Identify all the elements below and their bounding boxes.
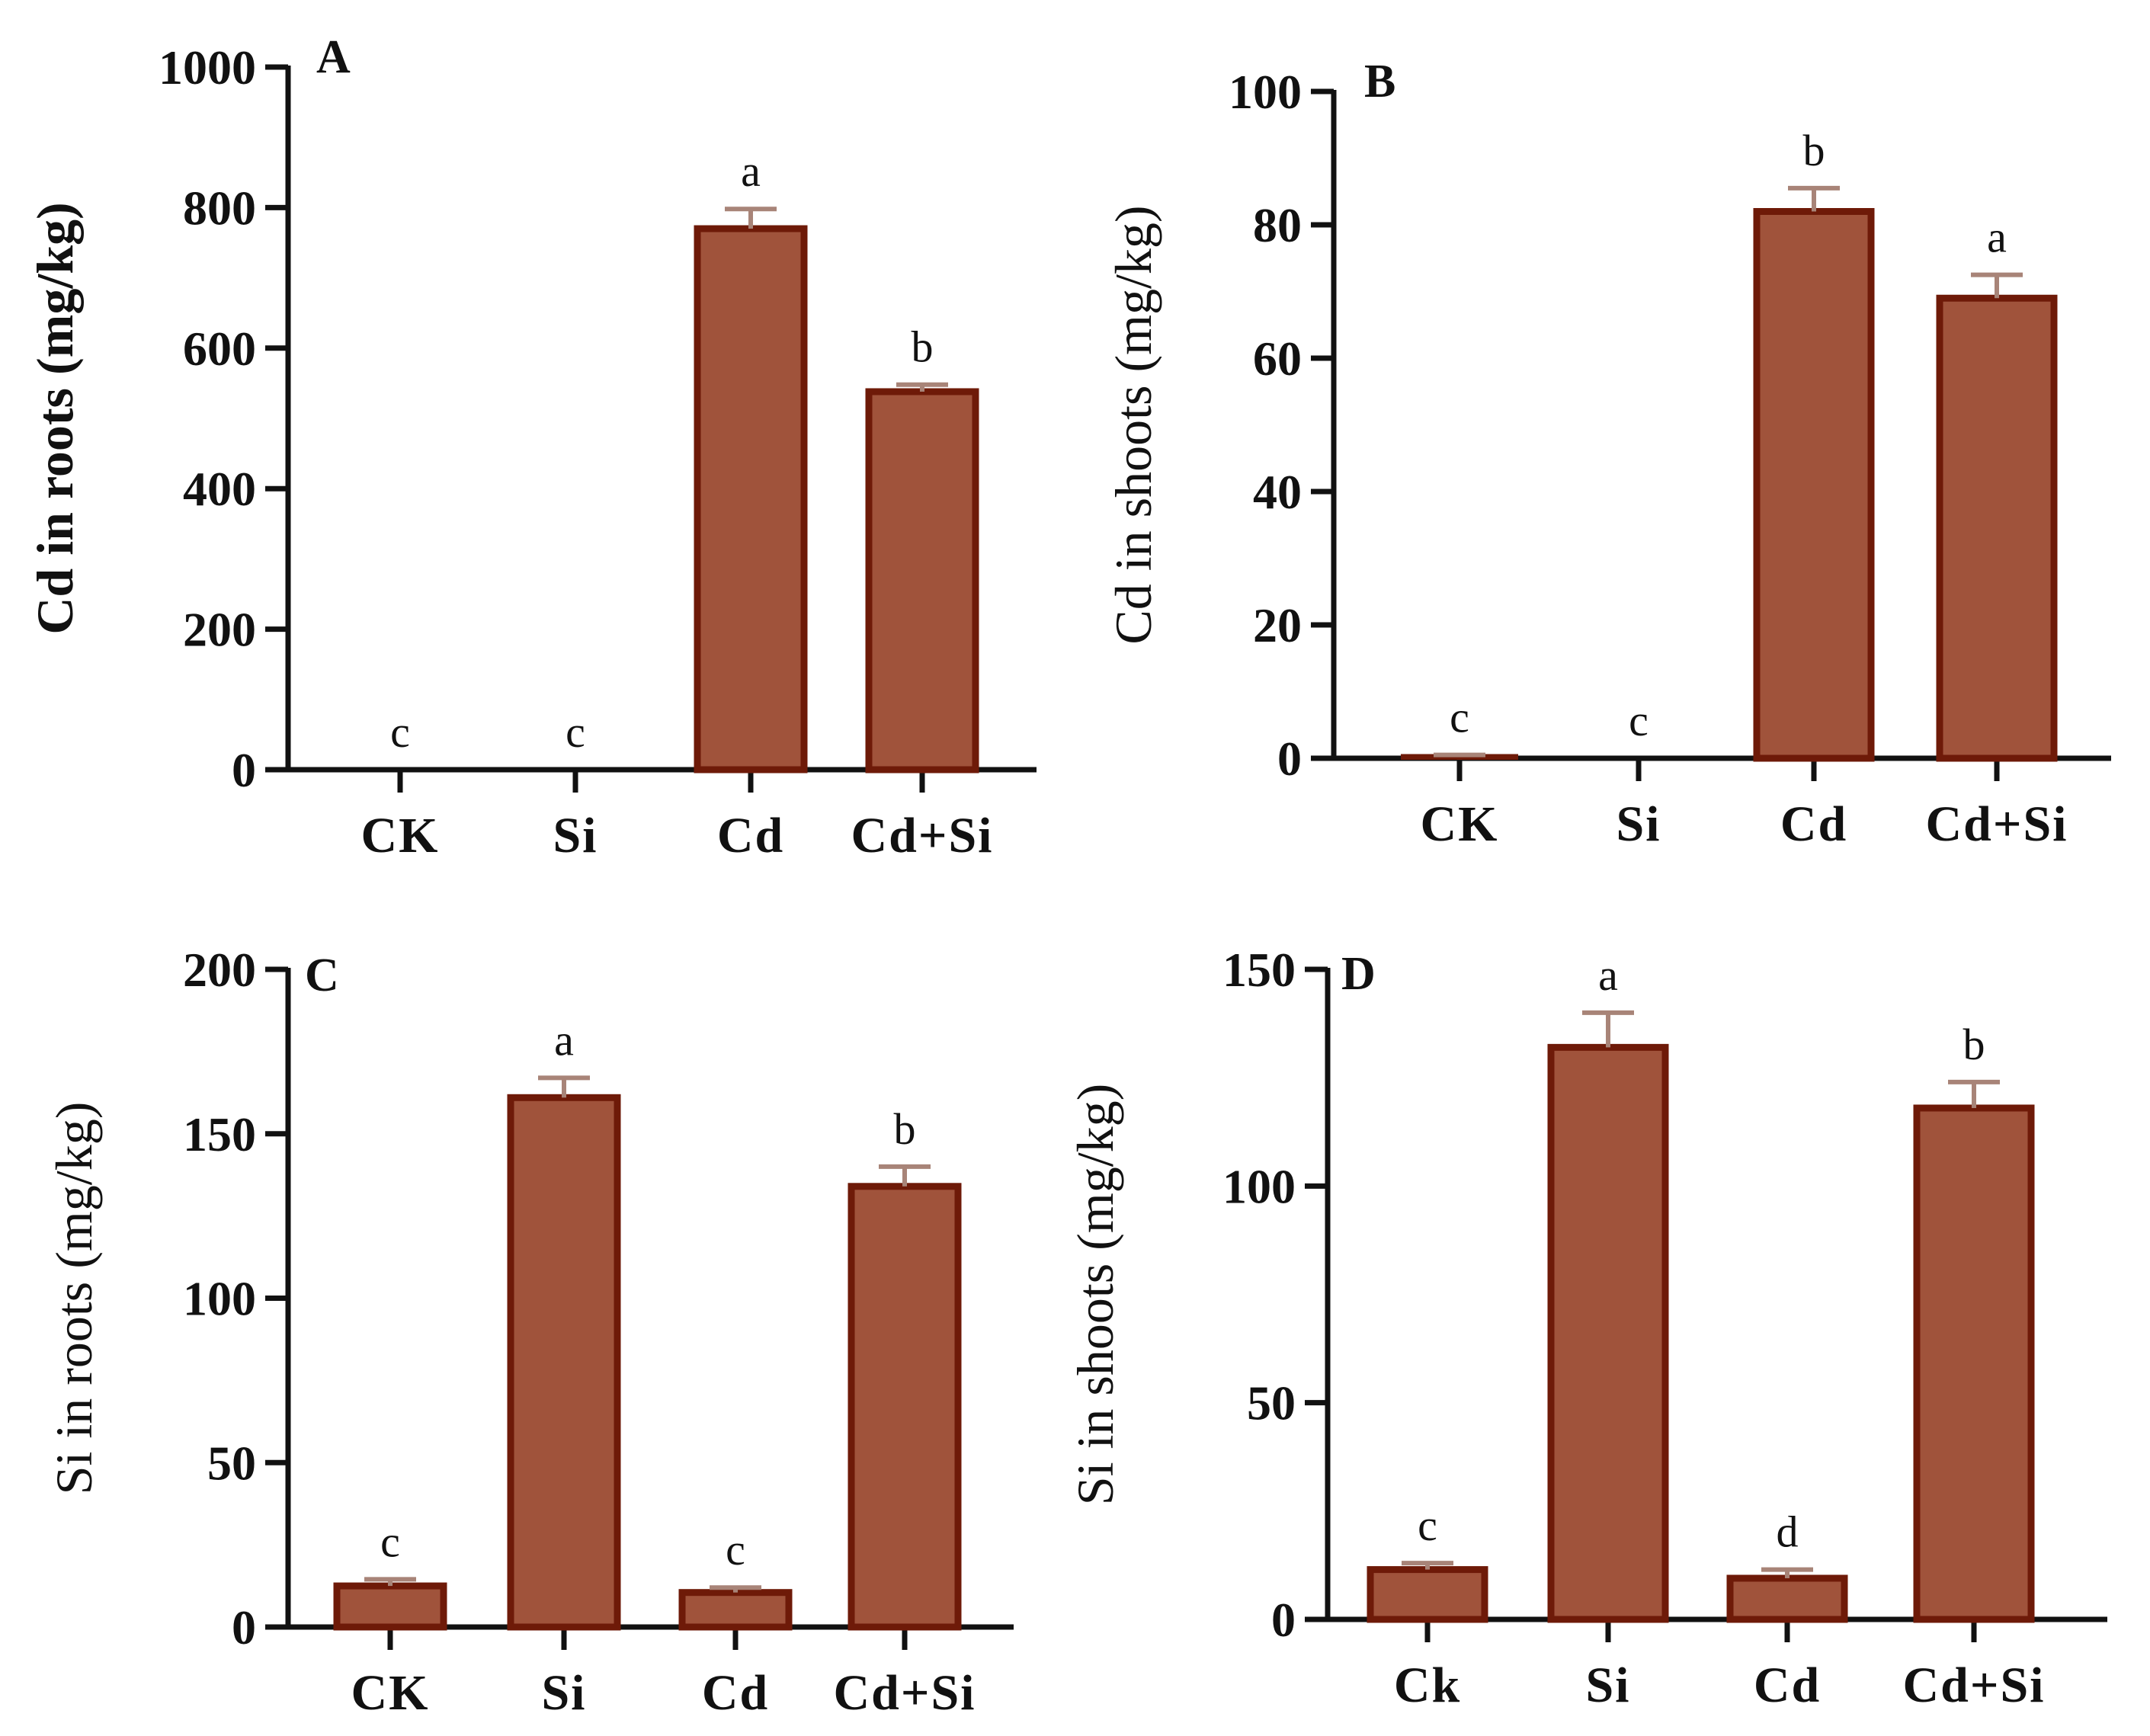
y-tick-label: 50 (1247, 1376, 1296, 1430)
significance-label: d (1777, 1507, 1799, 1557)
y-tick-label: 20 (1253, 598, 1302, 652)
x-category-label: Cd+Si (851, 808, 993, 863)
bar-cd-plus-si (1936, 294, 2058, 762)
significance-label: a (554, 1015, 574, 1065)
significance-label: c (726, 1525, 745, 1574)
chart-panel-c: C 0 50 100 150 200 Si in roots (mg/kg) c CK a Si c C… (45, 943, 1014, 1721)
panel-label: B (1364, 56, 1395, 107)
y-tick-label: 800 (183, 181, 256, 235)
x-category-label: CK (361, 808, 440, 863)
y-axis-title: Si in shoots (mg/kg) (1066, 1084, 1124, 1506)
y-tick-label: 200 (183, 943, 256, 997)
bar-cd (678, 1589, 793, 1631)
x-category-label: Si (553, 808, 598, 863)
significance-label: c (1418, 1501, 1437, 1550)
y-tick-label: 50 (207, 1436, 256, 1490)
significance-label: c (390, 707, 410, 757)
y-axis-title: Cd in shoots (mg/kg) (1104, 205, 1162, 644)
significance-label: c (566, 707, 585, 757)
bar-cd-plus-si (848, 1183, 962, 1631)
chart-panel-a: A 0 200 400 600 800 1000 Cd in roots (mg/kg) c CK… (26, 31, 1037, 863)
y-tick-label: 0 (232, 743, 256, 797)
significance-label: b (894, 1104, 916, 1154)
y-tick-label: 60 (1253, 332, 1302, 386)
panel-label: A (316, 31, 351, 83)
x-category-label: Cd+Si (1902, 1658, 2045, 1713)
significance-label: b (1963, 1020, 1985, 1069)
y-tick-label: 200 (183, 603, 256, 657)
x-category-label: Si (1616, 796, 1661, 852)
y-tick-label: 100 (1229, 65, 1302, 119)
x-category-label: CK (351, 1665, 430, 1721)
bar-si (507, 1094, 621, 1631)
y-tick-label: 0 (232, 1600, 256, 1654)
chart-panel-b: B 0 20 40 60 80 100 Cd in shoots (mg/kg) c CK c Si b… (1104, 56, 2111, 852)
bar-cd-plus-si (1913, 1104, 2035, 1623)
significance-label: c (1629, 696, 1649, 745)
panel-label: C (305, 950, 339, 1001)
x-category-label: Cd+Si (833, 1665, 976, 1721)
x-category-label: Cd+Si (1925, 796, 2068, 852)
bar-cd (1753, 208, 1875, 762)
bar-si (1547, 1043, 1669, 1623)
significance-label: b (1803, 126, 1825, 175)
y-tick-label: 1000 (159, 40, 256, 94)
y-tick-label: 100 (1222, 1159, 1296, 1213)
y-tick-label: 40 (1253, 465, 1302, 519)
x-category-label: CK (1421, 796, 1499, 852)
y-tick-label: 0 (1277, 732, 1302, 786)
significance-label: c (380, 1517, 400, 1566)
y-tick-label: 150 (1222, 943, 1296, 997)
significance-label: a (1987, 213, 2007, 262)
significance-label: a (1598, 950, 1618, 1000)
bar-cd (694, 225, 808, 774)
significance-label: c (1450, 693, 1469, 742)
panel-label: D (1341, 948, 1376, 1000)
bar-cd (1726, 1574, 1848, 1623)
bar-cd-plus-si (865, 388, 979, 774)
y-tick-label: 150 (183, 1107, 256, 1161)
bar-ck (333, 1582, 447, 1631)
y-tick-label: 80 (1253, 198, 1302, 252)
x-category-label: Si (1585, 1658, 1630, 1713)
x-category-label: Cd (717, 808, 784, 863)
significance-label: b (912, 322, 934, 372)
x-category-label: Ck (1394, 1658, 1461, 1713)
y-axis-title: Cd in roots (mg/kg) (26, 202, 84, 634)
significance-label: a (741, 146, 761, 196)
y-tick-label: 0 (1271, 1593, 1296, 1647)
bar-ck (1367, 1566, 1488, 1623)
y-tick-label: 400 (183, 462, 256, 516)
y-axis-title: Si in roots (mg/kg) (45, 1102, 103, 1495)
x-category-label: Si (541, 1665, 586, 1721)
x-category-label: Cd (702, 1665, 769, 1721)
y-tick-label: 600 (183, 322, 256, 376)
y-tick-label: 100 (183, 1272, 256, 1326)
chart-panel-d: D 0 50 100 150 Si in shoots (mg/kg) c Ck a Si d Cd b… (1066, 943, 2107, 1713)
x-category-label: Cd (1754, 1658, 1821, 1713)
x-category-label: Cd (1780, 796, 1847, 852)
